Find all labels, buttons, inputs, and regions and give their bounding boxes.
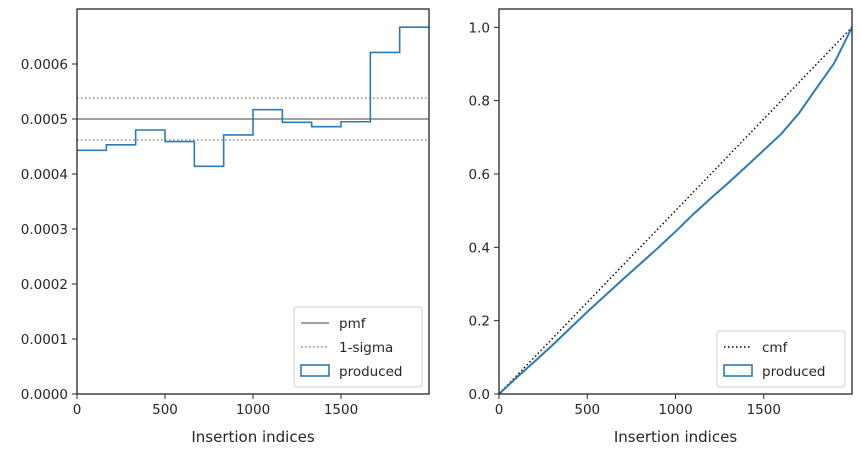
- y-tick-label: 0.0002: [21, 277, 68, 293]
- cmf-line: [498, 26, 853, 395]
- x-tick-label: 0: [495, 402, 504, 418]
- x-tick-label: 1500: [747, 402, 781, 418]
- y-tick-label: 0.6: [469, 167, 490, 183]
- legend-handle-produced: [300, 364, 330, 377]
- y-tick-label: 0.0001: [21, 332, 68, 348]
- x-tick-label: 1000: [236, 402, 270, 418]
- y-tick-label: 1.0: [469, 20, 490, 36]
- x-tick-label: 500: [152, 402, 178, 418]
- legend-label: pmf: [339, 316, 367, 332]
- chart-left-pmf: 0 500 1000 1500 0.0000 0.0001 0.0002 0.0003 0.00…: [21, 8, 430, 446]
- y-tick-label: 0.0003: [21, 222, 68, 238]
- y-tick-label: 0.0005: [21, 112, 68, 128]
- produced-cumulative-series: [498, 26, 853, 395]
- legend-handle-produced: [723, 364, 753, 377]
- y-tick-label: 0.0000: [21, 387, 68, 403]
- produced-step-series: [77, 26, 429, 168]
- y-tick-label: 0.8: [469, 94, 490, 110]
- plot-frame: [76, 8, 430, 395]
- legend-label: 1-sigma: [339, 340, 393, 356]
- legend-label: produced: [762, 364, 826, 380]
- x-axis-label: Insertion indices: [614, 428, 737, 446]
- legend-box: [716, 330, 846, 388]
- plot-frame: [498, 8, 853, 395]
- y-tick-label: 0.0: [469, 387, 490, 403]
- y-tick-label: 0.4: [469, 240, 490, 256]
- x-tick-label: 1000: [658, 402, 692, 418]
- y-tick-label: 0.0006: [21, 57, 68, 73]
- legend-label: cmf: [762, 340, 789, 356]
- y-tick-label: 0.2: [469, 314, 490, 330]
- x-tick-label: 0: [73, 402, 82, 418]
- x-tick-label: 500: [574, 402, 600, 418]
- legend-box: [293, 306, 423, 388]
- legend-label: produced: [339, 364, 403, 380]
- y-tick-label: 0.0004: [21, 167, 68, 183]
- x-tick-label: 1500: [324, 402, 358, 418]
- x-axis-label: Insertion indices: [191, 428, 314, 446]
- chart-right-cmf: 0 500 1000 1500 0.0 0.2 0.4 0.6 0.8 1.0 Insertion …: [469, 8, 853, 446]
